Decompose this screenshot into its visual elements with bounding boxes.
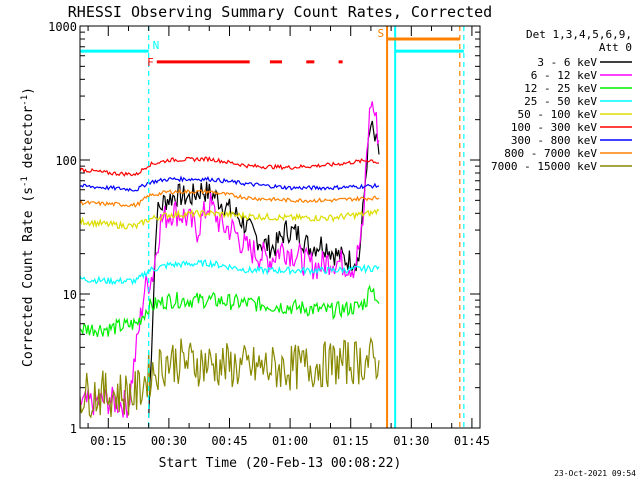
series-line-2 — [79, 284, 380, 337]
x-tick-label: 01:15 — [333, 434, 369, 448]
legend-header-2: Att 0 — [599, 41, 632, 54]
annotations-layer: N S F — [80, 26, 465, 428]
series-line-3 — [79, 259, 380, 286]
legend-label-4: 50 - 100 keV — [518, 108, 598, 121]
series-line-5 — [79, 155, 380, 177]
legend-label-1: 6 - 12 keV — [531, 69, 598, 82]
x-tick-label: 00:15 — [90, 434, 126, 448]
timestamp: 23-Oct-2021 09:54 — [554, 469, 636, 478]
series-line-1 — [79, 101, 380, 418]
legend-label-5: 100 - 300 keV — [511, 121, 597, 134]
x-tick-label: 01:30 — [393, 434, 429, 448]
x-tick-label: 01:00 — [272, 434, 308, 448]
series-line-8 — [79, 336, 380, 419]
x-tick-label: 00:45 — [211, 434, 247, 448]
series-line-4 — [79, 208, 380, 230]
lines-layer — [79, 101, 380, 419]
annotation-label-F: F — [147, 56, 154, 69]
series-line-7 — [79, 188, 380, 208]
chart-title: RHESSI Observing Summary Count Rates, Co… — [68, 3, 492, 21]
y-axis: 1 10 100 1000 — [48, 20, 480, 436]
x-tick-label: 01:45 — [454, 434, 490, 448]
legend-label-7: 800 - 7000 keV — [504, 147, 597, 160]
y-tick-label: 100 — [55, 154, 77, 168]
y-tick-label: 1000 — [48, 20, 77, 34]
legend-label-6: 300 - 800 keV — [511, 134, 597, 147]
annotation-label-S: S — [377, 27, 384, 40]
y-tick-label: 10 — [63, 288, 77, 302]
legend-label-2: 12 - 25 keV — [524, 82, 597, 95]
x-axis-label: Start Time (20-Feb-13 00:08:22) — [159, 456, 402, 471]
legend-header-1: Det 1,3,4,5,6,9, — [526, 28, 632, 41]
x-axis: 00:15 00:30 00:45 01:00 01:15 01:30 01:45 — [87, 26, 490, 448]
y-tick-label: 1 — [70, 422, 77, 436]
legend-label-3: 25 - 50 keV — [524, 95, 597, 108]
annotation-label-N: N — [153, 39, 160, 52]
y-axis-label: Corrected Count Rate (s-1 detector-1) — [20, 87, 36, 367]
plot-frame — [79, 25, 481, 429]
x-tick-label: 00:30 — [151, 434, 187, 448]
legend-label-8: 7000 - 15000 keV — [491, 160, 597, 173]
legend-label-0: 3 - 6 keV — [537, 56, 597, 69]
series-line-6 — [79, 175, 380, 192]
